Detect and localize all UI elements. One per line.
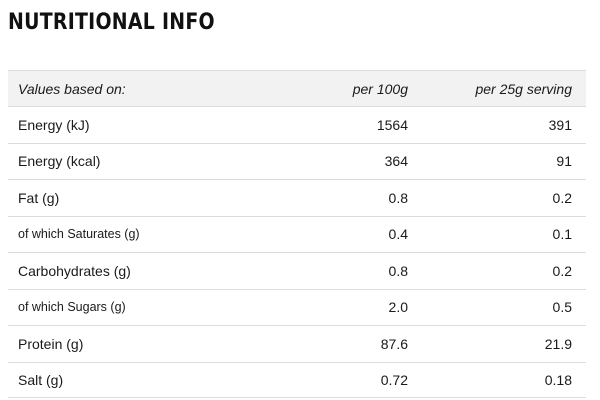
row-label: Fat (g): [18, 189, 60, 206]
row-per-serving: 0.2: [552, 262, 572, 279]
header-per-100g: per 100g: [352, 80, 408, 97]
row-per-100g: 0.8: [388, 189, 408, 206]
table-row: Protein (g) 87.6 21.9: [8, 325, 586, 362]
row-per-serving: 0.1: [552, 226, 572, 243]
header-label: Values based on:: [18, 80, 126, 97]
page-title: NUTRITIONAL INFO: [8, 10, 215, 35]
row-per-100g: 0.4: [388, 226, 408, 243]
row-per-100g: 87.6: [380, 335, 408, 352]
row-per-100g: 2.0: [388, 299, 408, 316]
row-per-100g: 0.72: [380, 371, 408, 388]
table-row: of which Sugars (g) 2.0 0.5: [8, 288, 586, 326]
row-per-serving: 0.5: [552, 299, 572, 316]
table-row: Energy (kcal) 364 91: [8, 142, 586, 180]
row-per-serving: 0.18: [544, 371, 572, 388]
row-label: Salt (g): [18, 371, 64, 388]
row-per-serving: 391: [548, 116, 572, 133]
row-label: Protein (g): [18, 335, 84, 352]
row-per-serving: 91: [556, 153, 572, 170]
table-row: Salt (g) 0.72 0.18: [8, 361, 586, 398]
row-per-serving: 21.9: [544, 335, 572, 352]
table-header-row: Values based on: per 100g per 25g servin…: [8, 70, 586, 106]
header-per-serving: per 25g serving: [475, 80, 572, 97]
table-row: Carbohydrates (g) 0.8 0.2: [8, 252, 586, 289]
table-row: Fat (g) 0.8 0.2: [8, 179, 586, 216]
row-label: Energy (kcal): [18, 153, 101, 170]
table-row: of which Saturates (g) 0.4 0.1: [8, 215, 586, 253]
row-per-100g: 1564: [376, 116, 408, 133]
row-label: of which Sugars (g): [18, 300, 126, 315]
row-label: Energy (kJ): [18, 116, 90, 133]
row-label: of which Saturates (g): [18, 227, 140, 242]
row-per-100g: 364: [384, 153, 408, 170]
row-per-serving: 0.2: [552, 189, 572, 206]
row-per-100g: 0.8: [388, 262, 408, 279]
row-label: Carbohydrates (g): [18, 262, 131, 279]
table-row: Energy (kJ) 1564 391: [8, 106, 586, 143]
nutrition-table: Values based on: per 100g per 25g servin…: [8, 70, 586, 398]
